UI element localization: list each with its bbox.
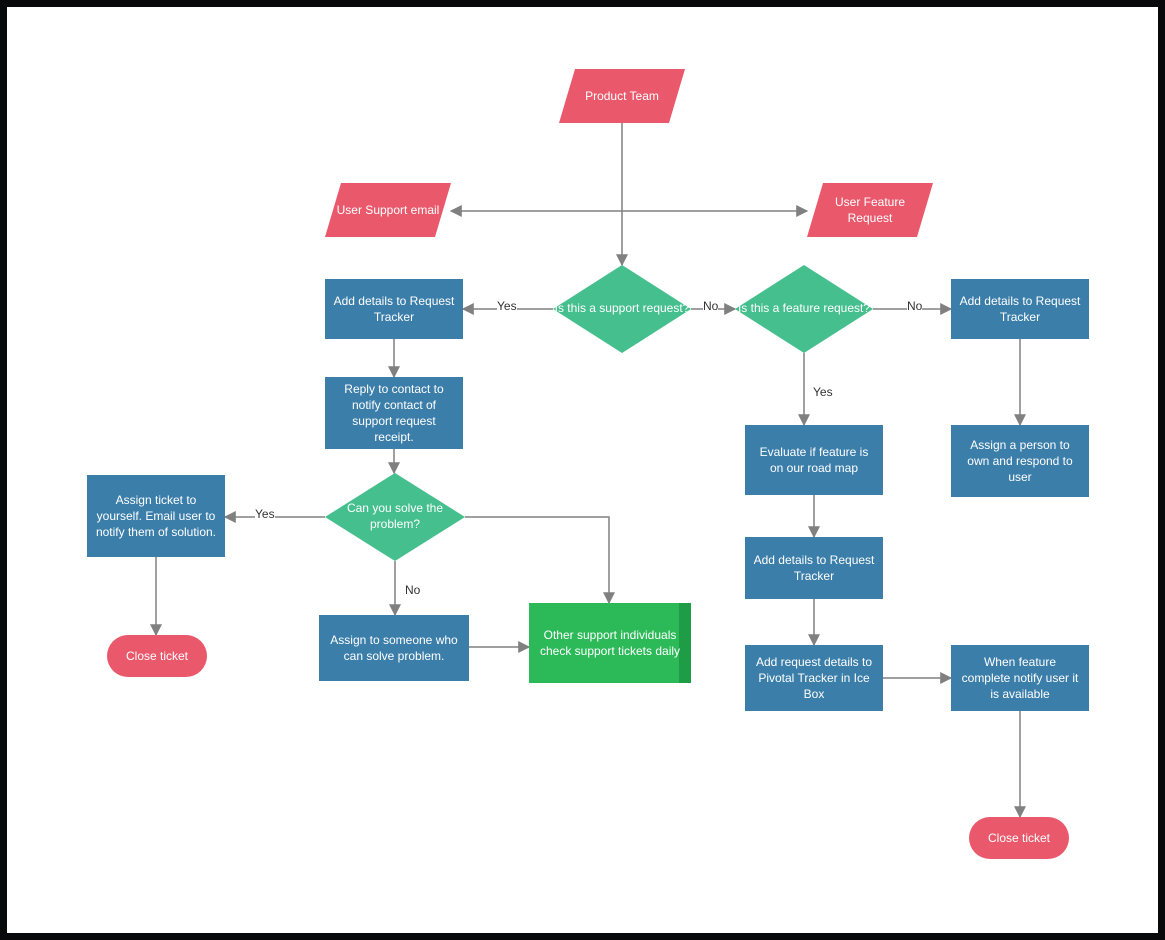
edge-label: No (907, 299, 922, 313)
label-user_support_email: User Support email (325, 183, 451, 237)
label-other_support: Other support individuals check support … (529, 603, 691, 683)
label-add_tracker_1: Add details to Request Tracker (325, 279, 463, 339)
label-notify_complete: When feature complete notify user it is … (951, 645, 1089, 711)
node-q_support (553, 265, 691, 353)
node-q_solve (325, 473, 465, 561)
label-assign_yourself: Assign ticket to yourself. Email user to… (87, 475, 225, 557)
edge-label: No (405, 583, 420, 597)
node-q_feature (735, 265, 873, 353)
label-product_team: Product Team (559, 69, 685, 123)
label-add_pivotal: Add request details to Pivotal Tracker i… (745, 645, 883, 711)
label-assign_person: Assign a person to own and respond to us… (951, 425, 1089, 497)
label-add_tracker_2: Add details to Request Tracker (951, 279, 1089, 339)
label-add_tracker_3: Add details to Request Tracker (745, 537, 883, 599)
edge (465, 517, 609, 603)
label-close_1: Close ticket (107, 635, 207, 677)
label-evaluate_feature: Evaluate if feature is on our road map (745, 425, 883, 495)
label-assign_other: Assign to someone who can solve problem. (319, 615, 469, 681)
edge-label: Yes (497, 299, 517, 313)
label-close_2: Close ticket (969, 817, 1069, 859)
label-reply_contact: Reply to contact to notify contact of su… (325, 377, 463, 449)
edge-label: No (703, 299, 718, 313)
flowchart-canvas: Yes No No Yes Yes No Product Team User Support … (0, 0, 1165, 940)
label-user_feature_request: User Feature Request (807, 183, 933, 237)
edge-label: Yes (255, 507, 275, 521)
edge-label: Yes (813, 385, 833, 399)
